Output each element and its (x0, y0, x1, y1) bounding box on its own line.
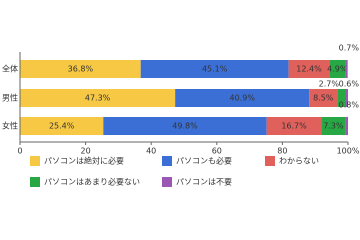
bar-segment (103, 117, 267, 135)
value-label: 36.8% (68, 65, 94, 74)
bar-segment (20, 60, 141, 78)
value-label: 7.3% (323, 122, 344, 131)
value-label: 12.4% (296, 65, 322, 74)
legend-label: わからない (279, 157, 319, 166)
bar-segment (309, 89, 338, 107)
bar-segment (266, 117, 322, 135)
bar-segment (20, 89, 176, 107)
value-label: 49.8% (172, 122, 198, 131)
category-label: 女性 (2, 121, 18, 131)
x-tick-label: 40 (146, 147, 156, 156)
bar-segment (337, 89, 347, 107)
legend-swatch (265, 156, 275, 166)
value-label: 16.7% (281, 122, 307, 131)
bar-segment (140, 60, 289, 78)
bar-segment (175, 89, 310, 107)
x-tick-label: 0 (17, 147, 22, 156)
legend-swatch (162, 156, 172, 166)
category-label: 全体 (2, 64, 18, 74)
value-label: 45.1% (202, 65, 228, 74)
bar-segment (321, 117, 346, 135)
bar-segment (329, 60, 346, 78)
x-tick-label: 20 (81, 147, 91, 156)
bar-segment (345, 117, 348, 135)
legend-label: パソコンはあまり必要ない (44, 177, 140, 187)
value-label: 0.7% (339, 44, 360, 53)
x-tick-label: 100% (337, 147, 360, 156)
value-label: 25.4% (49, 122, 75, 131)
value-label: 40.9% (230, 94, 256, 103)
bar-segment (288, 60, 330, 78)
legend-swatch (30, 177, 40, 187)
x-tick-label: 80 (277, 147, 287, 156)
legend-label: パソコンは不要 (176, 178, 232, 187)
value-label: 2.7% (319, 80, 340, 89)
legend-swatch (162, 177, 172, 187)
bar-segment (345, 60, 348, 78)
bar-segment (346, 89, 348, 107)
category-label: 男性 (2, 93, 18, 103)
value-label: 0.8% (339, 101, 360, 110)
value-label: 4.9% (327, 65, 348, 74)
value-label: 0.6% (339, 80, 360, 89)
value-label: 47.3% (85, 94, 111, 103)
value-label: 8.5% (313, 94, 334, 103)
legend-label: パソコンは絶対に必要 (44, 156, 124, 166)
legend-label: パソコンも必要 (176, 156, 232, 166)
legend-swatch (30, 156, 40, 166)
x-tick-label: 60 (212, 147, 222, 156)
bar-segment (20, 117, 104, 135)
